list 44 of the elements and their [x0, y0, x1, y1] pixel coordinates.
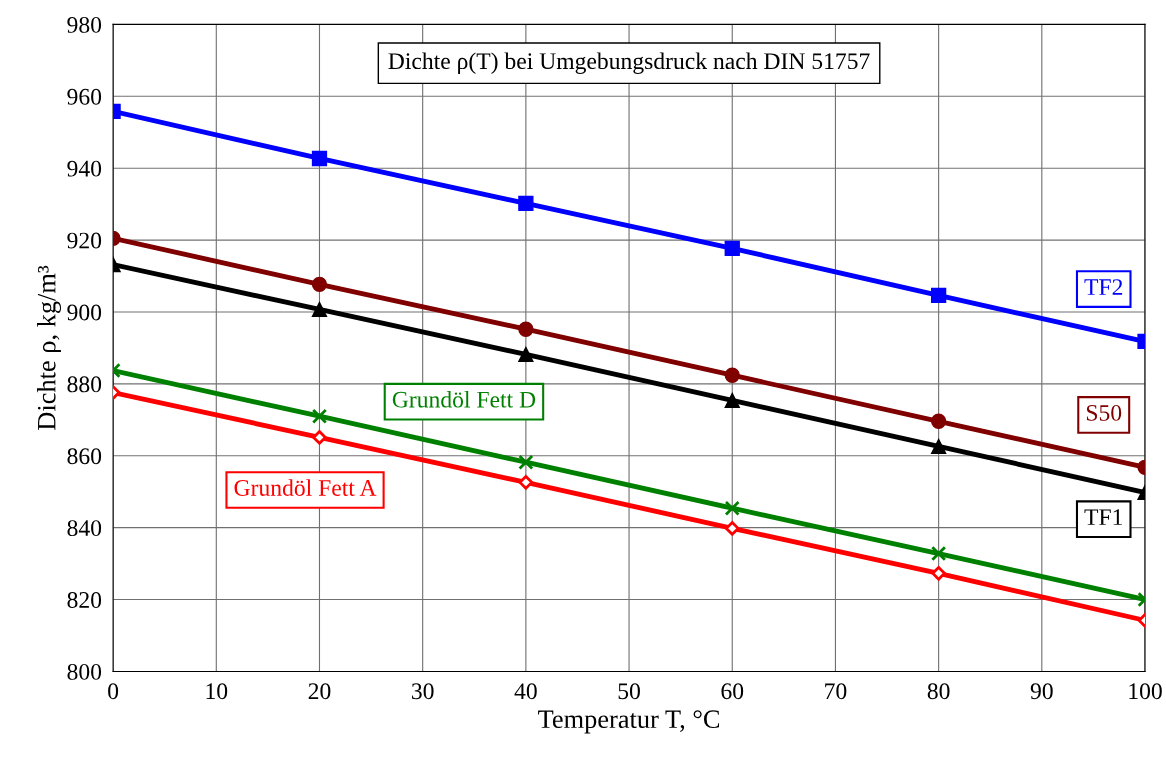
- y-tick-label: 860: [67, 448, 102, 465]
- x-tick-label: 90: [1030, 683, 1053, 700]
- y-tick-label: 880: [67, 376, 102, 393]
- point: [930, 413, 947, 429]
- y-tick-label: 980: [67, 16, 102, 33]
- y-tick-label: 800: [67, 663, 102, 680]
- x-tick-label: 80: [927, 683, 950, 700]
- y-tick-label: 900: [67, 304, 102, 321]
- point: [518, 195, 534, 212]
- x-tick-label: 0: [108, 683, 119, 700]
- point: [931, 566, 946, 581]
- x-tick-label: 30: [412, 683, 434, 700]
- series-label: Grundöl Fett D: [392, 391, 536, 408]
- y-tick-label: 940: [67, 160, 102, 177]
- point: [724, 367, 740, 383]
- y-tick-label: 960: [67, 88, 102, 105]
- point: [518, 321, 534, 337]
- x-tick-label: 70: [825, 683, 847, 700]
- point: [930, 438, 947, 455]
- series-label: Grundöl Fett A: [234, 479, 377, 496]
- text: Dichte ρ(T) bei Umgebungsdruck nach DIN 51757: [388, 52, 870, 74]
- x-tick-label: 20: [308, 683, 331, 700]
- point: [724, 240, 740, 256]
- point: [518, 454, 534, 470]
- x-tick-label: 100: [1129, 683, 1162, 700]
- series-label: TF1: [1084, 509, 1122, 525]
- series-label: S50: [1086, 404, 1122, 421]
- point: [724, 500, 740, 516]
- point: [518, 346, 534, 363]
- y-tick-label: 920: [67, 232, 102, 249]
- series-label: TF2: [1084, 279, 1123, 295]
- x-axis-title: Temperatur T, °C: [538, 710, 720, 734]
- point: [724, 521, 740, 536]
- y-tick-label: 820: [67, 592, 102, 608]
- y-tick-label: 840: [67, 520, 102, 537]
- x-tick-label: 40: [514, 683, 537, 700]
- point: [518, 475, 534, 490]
- point: [930, 287, 947, 304]
- point: [724, 392, 740, 409]
- x-tick-label: 60: [721, 683, 744, 700]
- point: [930, 545, 947, 562]
- y-axis-title: Dichte ρ, kg/m³: [37, 265, 62, 430]
- x-tick-label: 50: [618, 683, 640, 700]
- x-tick-label: 10: [206, 683, 228, 700]
